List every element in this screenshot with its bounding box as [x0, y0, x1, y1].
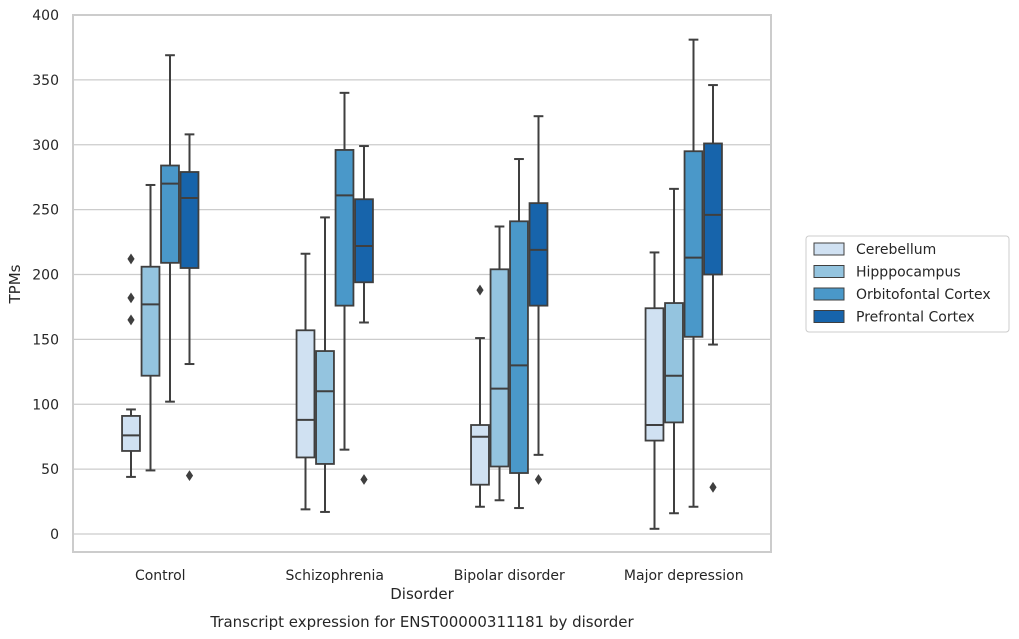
- y-axis-ticks: 0 50 100 150 200 250 300 350 400: [32, 8, 59, 543]
- iqr-box: [334, 149, 355, 307]
- iqr-box: [179, 171, 200, 269]
- box-1-2: [334, 91, 355, 451]
- y-tick-label: 150: [32, 332, 59, 348]
- box-0-0: [121, 253, 141, 478]
- legend-frame: [805, 235, 1010, 333]
- x-tick-label: Bipolar disorder: [454, 568, 565, 584]
- legend-label: Cerebellum: [856, 242, 936, 258]
- legend: Cerebellum Hipppocampus Orbitofontal Corte…: [805, 235, 1010, 333]
- box-2-1: [489, 225, 510, 502]
- x-axis-label: Disorder: [390, 585, 454, 603]
- outlier-point: [476, 284, 484, 296]
- plot-frame: [72, 14, 772, 553]
- iqr-box: [160, 164, 180, 264]
- legend-label: Hipppocampus: [856, 265, 961, 281]
- iqr-box: [528, 202, 549, 307]
- box-3-3: [703, 84, 723, 493]
- legend-swatch: [813, 287, 845, 301]
- x-axis-ticks: Control Schizophrenia Bipolar disorder Majo…: [135, 568, 744, 584]
- iqr-box: [121, 415, 141, 452]
- box-2-3: [528, 115, 549, 485]
- box-0-1: [140, 183, 161, 472]
- x-tick-label: Control: [135, 568, 186, 584]
- legend-swatch: [813, 265, 845, 278]
- iqr-box: [664, 302, 684, 424]
- y-tick-label: 300: [32, 138, 59, 154]
- iqr-box: [315, 350, 335, 465]
- iqr-box: [295, 329, 316, 459]
- y-tick-label: 250: [32, 203, 59, 219]
- x-tick-label: Schizophrenia: [286, 568, 384, 584]
- x-tick-label: Major depression: [624, 568, 744, 584]
- box-0-3: [179, 133, 200, 482]
- y-tick-label: 350: [32, 73, 59, 89]
- iqr-box: [683, 150, 704, 338]
- legend-item: Orbitofontal Cortex: [813, 287, 991, 303]
- box-1-1: [315, 216, 335, 513]
- box-2-2: [509, 158, 529, 510]
- outlier-point: [709, 481, 717, 493]
- box-1-3: [354, 145, 374, 485]
- legend-label: Prefrontal Cortex: [856, 310, 975, 326]
- legend-item: Hipppocampus: [813, 265, 961, 281]
- box-0-2: [160, 54, 180, 403]
- outlier-point: [127, 314, 135, 326]
- iqr-box: [703, 142, 723, 276]
- outlier-point: [185, 470, 194, 482]
- legend-item: Cerebellum: [813, 242, 936, 258]
- legend-label: Orbitofontal Cortex: [856, 287, 991, 303]
- chart-caption: Transcript expression for ENST0000031118…: [209, 613, 634, 631]
- plot-area: [72, 14, 772, 553]
- iqr-box: [509, 220, 529, 474]
- y-tick-label: 400: [32, 8, 59, 24]
- iqr-box: [489, 268, 510, 468]
- y-tick-label: 100: [32, 397, 59, 413]
- outlier-point: [534, 474, 543, 485]
- box-3-1: [664, 187, 684, 515]
- outlier-point: [127, 292, 135, 304]
- iqr-box: [470, 424, 490, 486]
- box-1-0: [295, 252, 316, 511]
- y-tick-label: 0: [50, 527, 59, 543]
- boxes: [121, 38, 723, 530]
- legend-swatch: [813, 242, 845, 256]
- outlier-point: [127, 253, 135, 265]
- outlier-point: [360, 474, 368, 485]
- y-tick-label: 50: [41, 462, 59, 478]
- iqr-box: [354, 198, 374, 284]
- legend-swatch: [813, 310, 845, 323]
- legend-item: Prefrontal Cortex: [813, 310, 975, 326]
- box-3-0: [644, 251, 665, 530]
- y-axis-label: TPMs: [6, 264, 24, 304]
- box-3-2: [683, 38, 704, 508]
- box-2-0: [470, 284, 490, 508]
- y-tick-label: 200: [32, 268, 59, 284]
- iqr-box: [140, 265, 161, 377]
- iqr-box: [644, 307, 665, 442]
